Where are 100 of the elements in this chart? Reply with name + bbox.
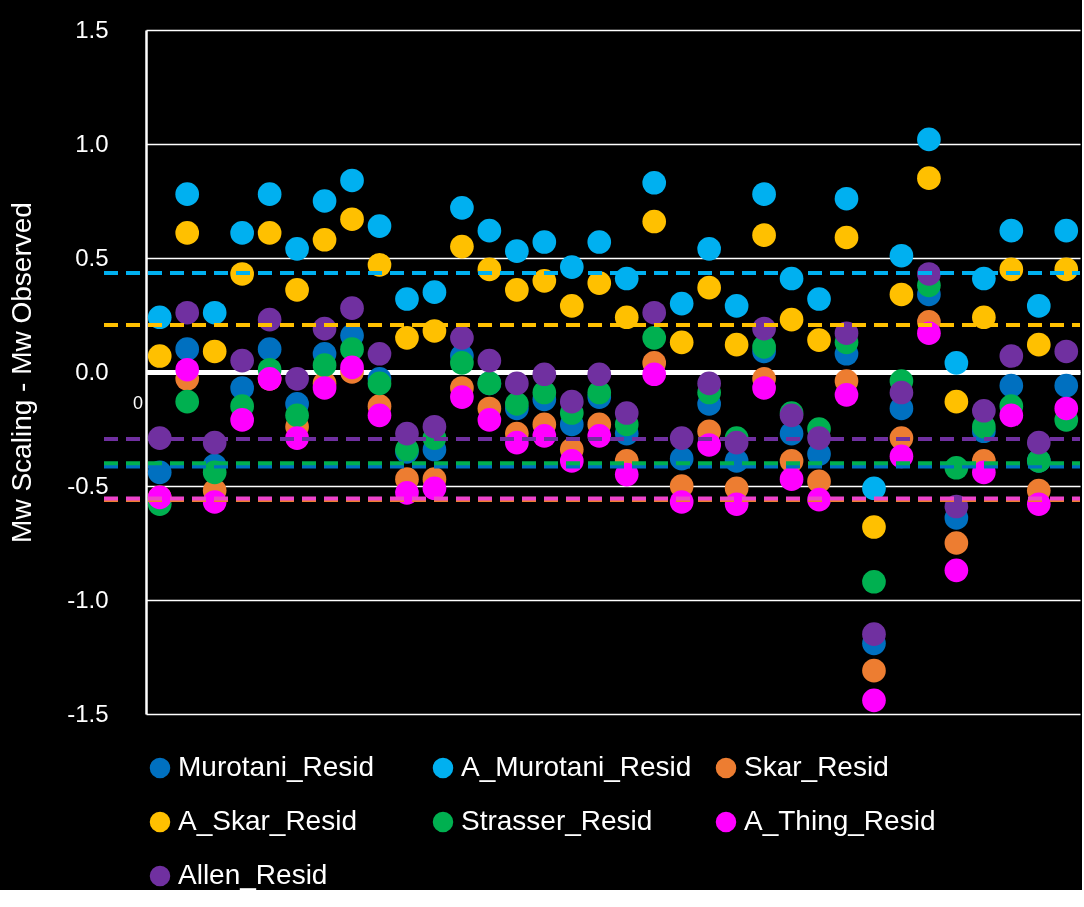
point [807, 328, 831, 352]
point [367, 214, 392, 238]
point [477, 408, 502, 432]
point [917, 127, 941, 152]
point [642, 300, 667, 325]
y-tick-label: 1.0 [75, 129, 109, 157]
y-tick-label: 0.0 [75, 357, 109, 385]
legend-label: A_Skar_Resid [178, 805, 357, 836]
point [1054, 218, 1079, 243]
point [724, 294, 749, 318]
point [834, 382, 859, 407]
point [1026, 332, 1051, 357]
point [532, 268, 557, 293]
y-tick-label: 1.5 [75, 15, 109, 43]
point [422, 280, 447, 305]
point [972, 305, 996, 330]
point [724, 332, 749, 357]
y-tick-label: -1.0 [67, 585, 109, 613]
point [697, 275, 721, 300]
point [614, 305, 639, 330]
legend-label: Allen_Resid [178, 859, 328, 890]
point [450, 351, 474, 375]
point [257, 337, 282, 362]
point [367, 341, 392, 366]
point [340, 296, 364, 320]
point [175, 300, 200, 325]
point [862, 688, 886, 713]
point [532, 362, 557, 387]
point [1054, 339, 1079, 364]
point [697, 371, 721, 396]
point [944, 531, 969, 555]
point [1026, 294, 1051, 318]
point [614, 401, 639, 425]
point [450, 325, 474, 350]
point [862, 569, 886, 594]
point [669, 330, 694, 355]
point [642, 362, 667, 387]
point [175, 337, 200, 362]
point [340, 207, 364, 232]
point [312, 353, 337, 377]
point [779, 467, 804, 491]
point [889, 380, 914, 405]
point [202, 300, 227, 325]
point [834, 225, 859, 250]
point [1054, 396, 1079, 421]
point [395, 287, 419, 311]
point [257, 182, 282, 206]
point [285, 367, 309, 391]
point [999, 403, 1024, 428]
point [175, 221, 200, 245]
y-tick-label: -0.5 [67, 471, 109, 499]
point [505, 392, 529, 416]
point [285, 278, 309, 302]
point [505, 239, 529, 263]
legend-label: A_Thing_Resid [744, 805, 936, 836]
point [999, 344, 1024, 368]
point [230, 408, 254, 432]
point [505, 371, 529, 396]
point [532, 230, 557, 254]
point [175, 357, 200, 382]
point [367, 403, 392, 428]
legend-label: Strasser_Resid [461, 805, 653, 836]
point [889, 243, 914, 268]
point [944, 389, 969, 414]
point [944, 558, 969, 583]
point [862, 476, 886, 501]
point [834, 321, 859, 346]
point [340, 355, 364, 380]
point [559, 294, 584, 318]
point [505, 278, 529, 302]
point [587, 362, 612, 387]
point [889, 282, 914, 307]
point [367, 371, 392, 396]
point [559, 389, 584, 414]
point [807, 287, 831, 311]
point [285, 403, 309, 428]
point [752, 376, 776, 400]
point [477, 218, 502, 243]
y-tick-label: 0.5 [75, 243, 109, 271]
point [147, 344, 172, 368]
point [285, 237, 309, 261]
point [862, 515, 886, 539]
point [862, 658, 886, 683]
point [257, 221, 282, 245]
text: 0 [132, 393, 143, 413]
point [642, 209, 667, 234]
point [917, 166, 941, 191]
point [450, 196, 474, 220]
point [642, 325, 667, 350]
point [395, 325, 419, 350]
point [1054, 373, 1079, 398]
point [697, 237, 721, 261]
point [422, 476, 447, 501]
point [972, 398, 996, 423]
point [642, 170, 667, 195]
point [340, 168, 364, 193]
legend-label: Skar_Resid [744, 751, 889, 782]
point [999, 373, 1024, 398]
y-tick-label: -1.5 [67, 699, 109, 727]
y-axis-title: Mw Scaling - Mw Observed [6, 202, 38, 543]
